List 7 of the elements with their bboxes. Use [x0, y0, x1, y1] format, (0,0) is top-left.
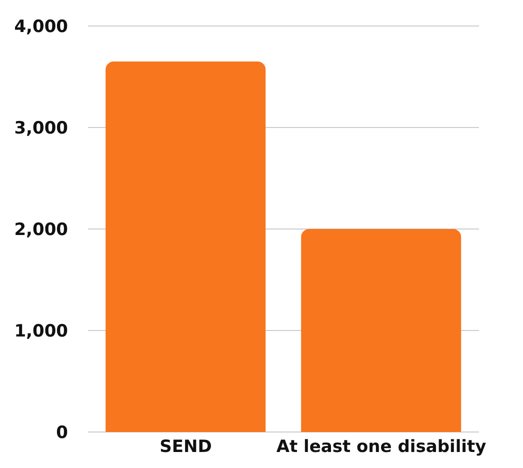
x-tick-label: SEND	[160, 437, 212, 458]
y-tick-label: 0	[56, 423, 68, 444]
y-tick-label: 1,000	[14, 322, 68, 342]
y-tick-label: 2,000	[14, 220, 68, 240]
y-tick-label: 3,000	[14, 118, 68, 139]
x-tick-label: At least one disability	[276, 437, 486, 458]
y-tick-label: 4,000	[14, 17, 68, 38]
